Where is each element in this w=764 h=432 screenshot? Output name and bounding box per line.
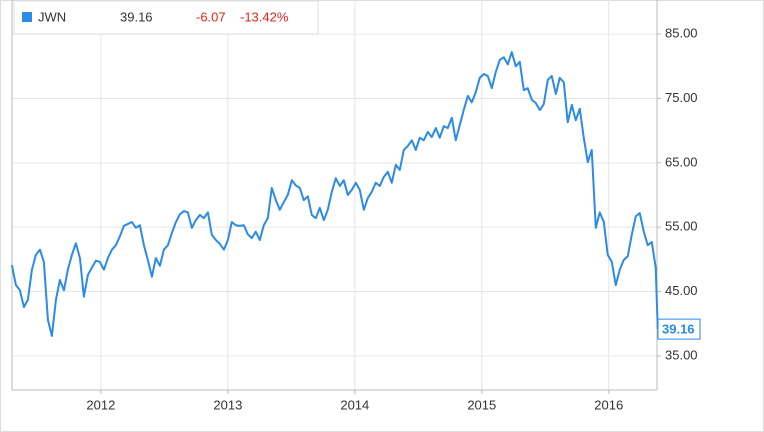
- legend-price: 39.16: [120, 9, 153, 24]
- legend-name: JWN: [38, 9, 66, 24]
- x-tick-label: 2013: [213, 397, 242, 412]
- legend-swatch: [22, 12, 32, 22]
- y-tick-label: 85.00: [665, 26, 698, 41]
- x-tick-label: 2012: [86, 397, 115, 412]
- x-tick-label: 2014: [340, 397, 369, 412]
- legend-change-percent: -13.42%: [240, 9, 289, 24]
- grid: 35.00 45.00 55.00 65.00 75.00 85.00 2012 2013 20…: [11, 0, 698, 412]
- y-tick-label: 45.00: [665, 283, 698, 298]
- y-tick-label: 65.00: [665, 154, 698, 169]
- x-tick-label: 2016: [594, 397, 623, 412]
- y-tick-label: 35.00: [665, 347, 698, 362]
- legend-box: [13, 0, 319, 35]
- price-line: [10, 51, 659, 337]
- last-price-label: 39.16: [662, 322, 695, 337]
- plot: 39.16: [10, 51, 701, 340]
- y-tick-label: 55.00: [665, 219, 698, 234]
- legend-change: -6.07: [196, 9, 226, 24]
- last-price-box: [657, 318, 701, 340]
- x-tick-label: 2015: [467, 397, 496, 412]
- y-tick-label: 75.00: [665, 90, 698, 105]
